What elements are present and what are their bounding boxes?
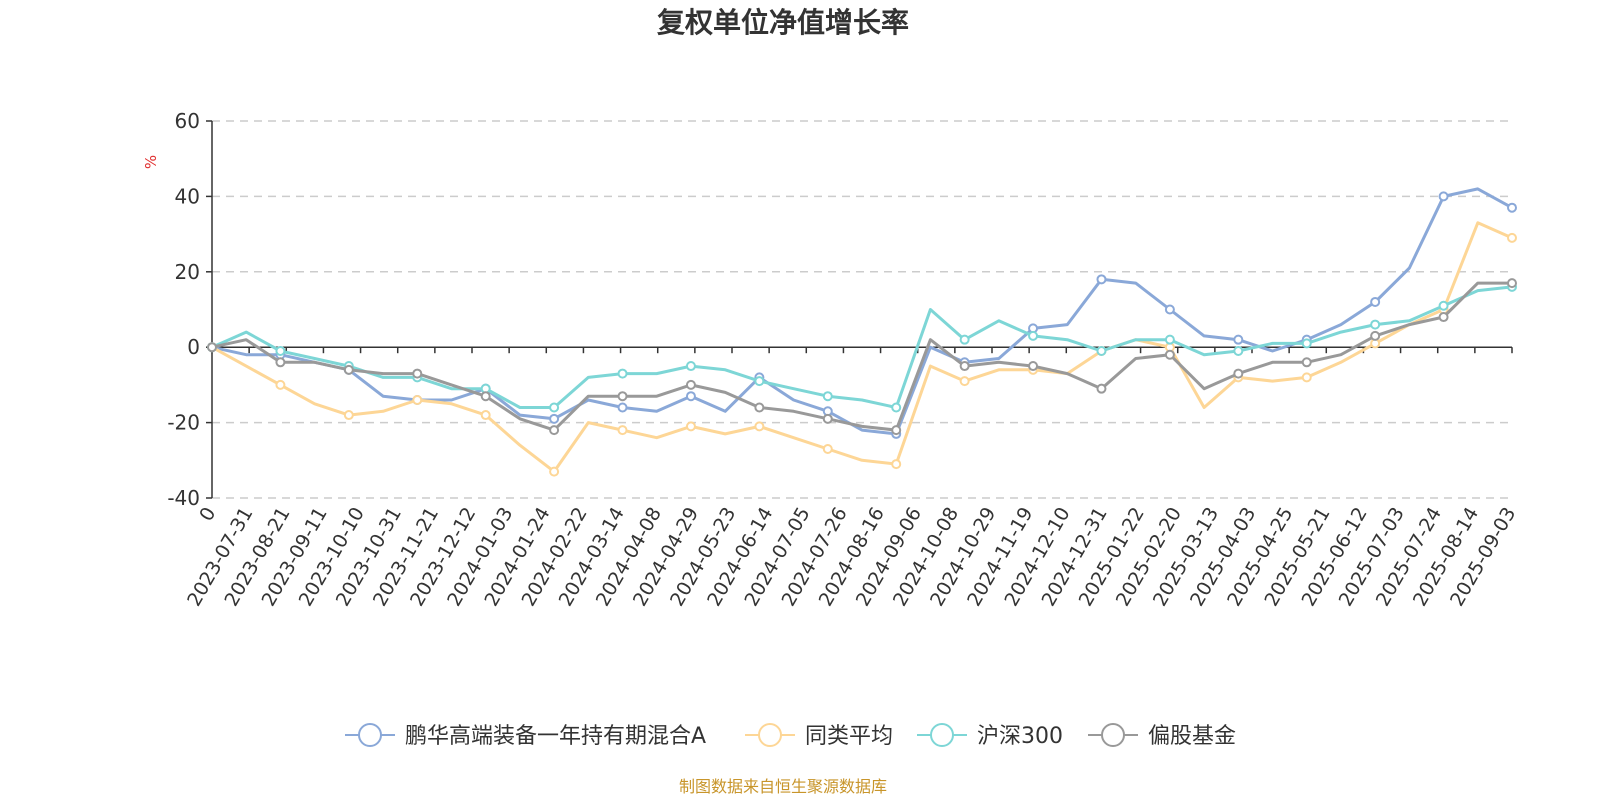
data-point[interactable] — [549, 425, 560, 436]
y-tick-label: 20 — [175, 260, 200, 284]
data-point[interactable] — [549, 466, 560, 477]
data-point[interactable] — [549, 413, 560, 424]
data-point[interactable] — [275, 357, 286, 368]
data-point[interactable] — [959, 361, 970, 372]
data-point[interactable] — [617, 368, 628, 379]
data-point[interactable] — [1301, 357, 1312, 368]
data-source: 制图数据来自恒生聚源数据库 — [679, 777, 887, 796]
data-point[interactable] — [1233, 345, 1244, 356]
data-point[interactable] — [685, 391, 696, 402]
data-point[interactable] — [754, 421, 765, 432]
data-point[interactable] — [207, 342, 217, 353]
data-point[interactable] — [1507, 278, 1517, 289]
legend-label: 同类平均 — [805, 724, 893, 749]
legend: 鹏华高端装备一年持有期混合A 同类平均 沪深300 偏股基金 — [345, 723, 1236, 749]
data-point[interactable] — [343, 410, 354, 421]
data-point[interactable] — [412, 394, 423, 405]
legend-marker — [358, 723, 382, 747]
series-1 — [207, 221, 1517, 477]
data-point[interactable] — [1096, 274, 1107, 285]
data-point[interactable] — [1507, 202, 1517, 213]
grid-lines — [212, 120, 1512, 499]
legend-label: 偏股基金 — [1148, 724, 1236, 749]
legend-item[interactable]: 同类平均 — [745, 723, 893, 749]
data-point[interactable] — [343, 364, 354, 375]
data-point[interactable] — [412, 368, 423, 379]
legend-item[interactable]: 沪深300 — [917, 723, 1063, 749]
legend-label: 沪深300 — [977, 724, 1063, 749]
data-point[interactable] — [275, 345, 286, 356]
data-point[interactable] — [1301, 338, 1312, 349]
legend-marker — [1101, 723, 1125, 747]
data-point[interactable] — [1233, 334, 1244, 345]
data-point[interactable] — [1164, 334, 1175, 345]
data-point[interactable] — [685, 421, 696, 432]
data-point[interactable] — [959, 334, 970, 345]
legend-label: 鹏华高端装备一年持有期混合A — [405, 724, 706, 749]
series-line — [211, 281, 1512, 432]
data-point[interactable] — [1096, 345, 1107, 356]
data-point[interactable] — [1164, 349, 1175, 360]
series-line — [211, 221, 1513, 474]
data-point[interactable] — [822, 391, 833, 402]
data-point[interactable] — [1164, 304, 1175, 315]
data-point[interactable] — [480, 410, 491, 421]
data-point[interactable] — [1370, 296, 1381, 307]
data-point[interactable] — [754, 402, 765, 413]
series-line — [211, 187, 1513, 436]
series-layer — [207, 187, 1517, 477]
data-point[interactable] — [1370, 319, 1381, 330]
data-point[interactable] — [822, 413, 833, 424]
y-tick-label: -40 — [167, 486, 200, 510]
y-tick-label: 60 — [175, 109, 200, 133]
data-point[interactable] — [1507, 232, 1517, 243]
data-point[interactable] — [1438, 312, 1449, 323]
data-point[interactable] — [891, 402, 902, 413]
y-axis-unit: % — [142, 155, 160, 169]
y-tick-label: 40 — [175, 184, 200, 208]
data-point[interactable] — [1028, 361, 1039, 372]
series-line — [211, 285, 1513, 409]
data-point[interactable] — [1233, 368, 1244, 379]
data-point[interactable] — [822, 443, 833, 454]
axes — [211, 121, 1512, 498]
data-point[interactable] — [1438, 300, 1449, 311]
data-point[interactable] — [617, 425, 628, 436]
data-point[interactable] — [1096, 383, 1107, 394]
data-point[interactable] — [617, 391, 628, 402]
legend-marker — [758, 723, 782, 747]
data-point[interactable] — [1370, 330, 1381, 341]
data-point[interactable] — [1301, 372, 1312, 383]
data-point[interactable] — [891, 459, 902, 470]
chart-title: 复权单位净值增长率 — [657, 6, 909, 39]
data-point[interactable] — [617, 402, 628, 413]
legend-item[interactable]: 偏股基金 — [1088, 723, 1236, 749]
x-axis-ticks: 02023-07-312023-08-212023-09-112023-10-1… — [183, 347, 1520, 610]
data-point[interactable] — [480, 391, 491, 402]
data-point[interactable] — [685, 361, 696, 372]
data-point[interactable] — [1438, 191, 1449, 202]
legend-marker — [930, 723, 954, 747]
data-point[interactable] — [959, 376, 970, 387]
y-axis-ticks: 60 40 20 0 -20 -40 — [167, 109, 212, 510]
data-point[interactable] — [685, 379, 696, 390]
legend-item[interactable]: 鹏华高端装备一年持有期混合A — [345, 723, 706, 749]
data-point[interactable] — [754, 376, 765, 387]
y-tick-label: -20 — [167, 411, 200, 435]
data-point[interactable] — [1028, 330, 1039, 341]
series-3 — [207, 278, 1517, 436]
data-point[interactable] — [275, 379, 286, 390]
data-point[interactable] — [549, 402, 560, 413]
x-tick-label: 0 — [195, 504, 220, 525]
y-tick-label: 0 — [187, 335, 200, 359]
data-point[interactable] — [891, 425, 902, 436]
